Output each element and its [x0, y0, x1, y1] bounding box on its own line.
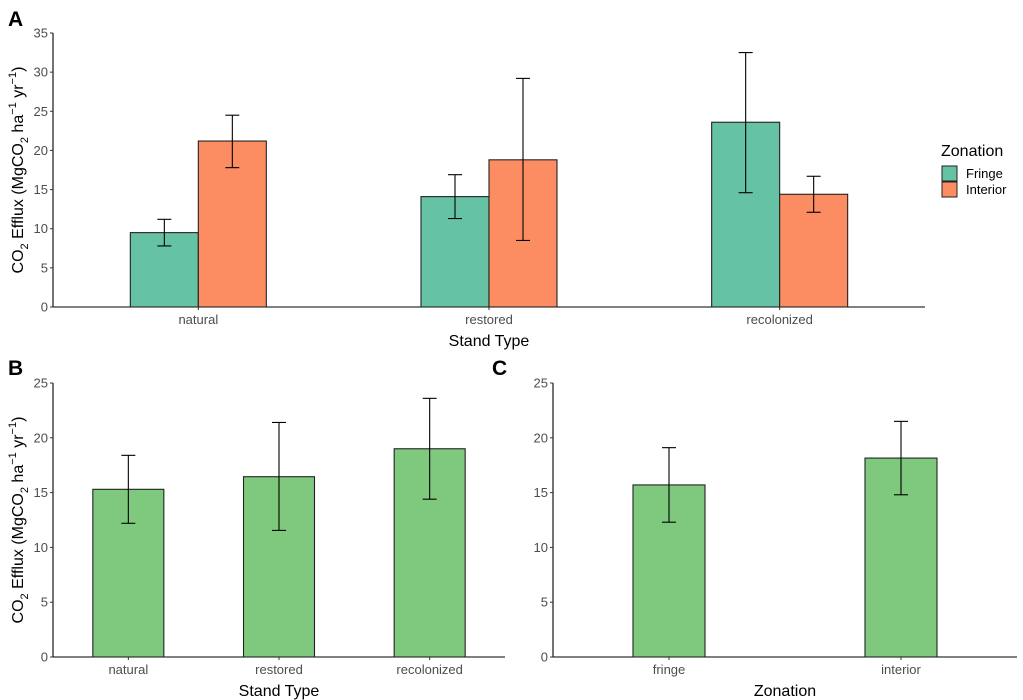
y-tick-label: 5 [41, 595, 48, 610]
bar-interior-recolonized [779, 193, 849, 308]
panel-b: 0 5 10 15 20 25 natural restored recolonized Stan… [7, 376, 505, 700]
x-tick-label: recolonized [396, 662, 463, 677]
panel-a: 0 5 10 15 20 25 30 35 natural restored recolonized… [7, 26, 925, 350]
x-tick-label: restored [465, 312, 513, 327]
y-axis-title: CO2 Efflux (MgCO2 ha−1 yr−1) [7, 417, 31, 624]
x-tick-label: restored [255, 662, 303, 677]
y-tick-label: 25 [534, 376, 548, 391]
legend-label-interior: Interior [966, 182, 1007, 197]
panel-label-c: C [492, 357, 507, 380]
y-tick-label: 10 [534, 540, 548, 555]
panel-c: 0 5 10 15 20 25 fringe interior Zonation [534, 376, 1017, 700]
y-tick-label: 10 [34, 540, 48, 555]
y-tick-label: 5 [541, 595, 548, 610]
bar-interior-natural [197, 140, 267, 308]
legend-title: Zonation [941, 143, 1003, 160]
x-axis-title: Stand Type [239, 683, 320, 700]
x-axis-title: Stand Type [449, 333, 530, 350]
x-axis-title: Zonation [754, 683, 816, 700]
panel-label-b: B [8, 357, 23, 380]
y-tick-label: 35 [34, 26, 48, 41]
y-tick-label: 0 [541, 650, 548, 665]
y-tick-label: 5 [41, 260, 48, 275]
y-axis-title: CO2 Efflux (MgCO2 ha−1 yr−1) [7, 67, 31, 274]
x-tick-label: natural [178, 312, 218, 327]
x-tick-label: fringe [653, 662, 686, 677]
y-tick-label: 25 [34, 104, 48, 119]
legend-swatch-interior [941, 181, 958, 198]
x-tick-label: interior [881, 662, 921, 677]
panel-label-a: A [8, 8, 23, 31]
legend-label-fringe: Fringe [966, 166, 1003, 181]
y-tick-label: 20 [34, 430, 48, 445]
legend-swatch-fringe [941, 165, 958, 182]
y-tick-label: 0 [41, 650, 48, 665]
y-tick-label: 30 [34, 65, 48, 80]
y-tick-label: 15 [34, 182, 48, 197]
y-tick-label: 15 [34, 485, 48, 500]
y-tick-label: 20 [34, 143, 48, 158]
y-tick-label: 20 [534, 430, 548, 445]
y-tick-label: 10 [34, 221, 48, 236]
y-tick-label: 25 [34, 376, 48, 391]
y-tick-label: 15 [534, 485, 548, 500]
x-tick-label: natural [108, 662, 148, 677]
y-tick-label: 0 [41, 300, 48, 315]
x-tick-label: recolonized [746, 312, 813, 327]
